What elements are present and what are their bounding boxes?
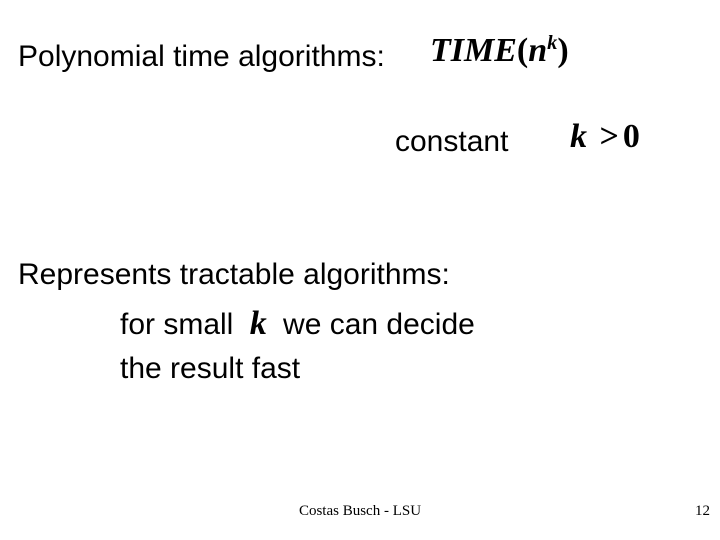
body-line-2: for small k we can decide [120,305,475,343]
footer-page-number: 12 [695,503,710,520]
footer-author: Costas Busch - LSU [299,503,421,520]
body-line-1: Represents tractable algorithms: [18,258,450,292]
body-line-3: the result fast [120,352,300,386]
title-line: Polynomial time algorithms: [18,40,385,74]
title-text: Polynomial time algorithms: [18,40,385,73]
slide: Polynomial time algorithms: TIME(nk) con… [0,0,720,540]
time-func: TIME(nk) [430,32,569,69]
k-constraint: k >0 [570,118,640,156]
constant-label: constant [395,125,508,159]
k-inline: k [242,305,275,342]
time-expr: TIME(nk) [430,32,569,70]
